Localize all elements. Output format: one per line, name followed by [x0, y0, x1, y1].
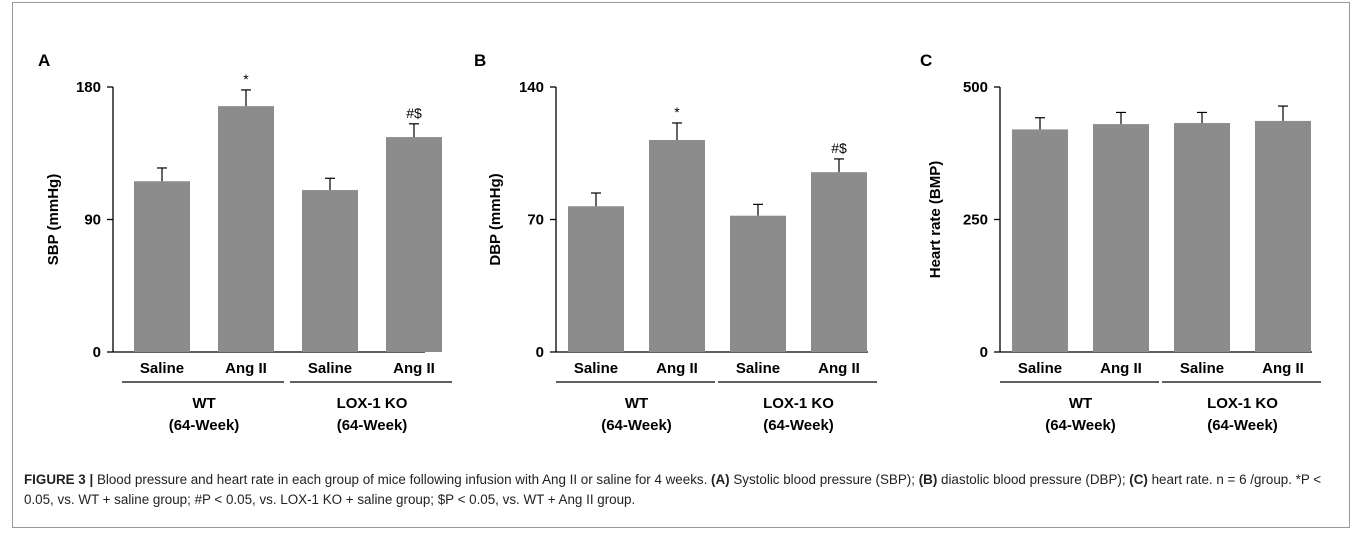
group-label-sub: (64-Week)	[601, 417, 672, 434]
group-label-sub: (64-Week)	[169, 417, 240, 434]
x-category-label: Saline	[736, 360, 780, 377]
significance-marker: *	[243, 71, 249, 87]
figure-caption: FIGURE 3 | Blood pressure and heart rate…	[24, 470, 1334, 510]
caption-part: (A)	[711, 472, 730, 487]
x-category-label: Ang II	[393, 360, 435, 377]
x-category-label: Ang II	[818, 360, 860, 377]
group-label-sub: (64-Week)	[1045, 417, 1116, 434]
x-category-label: Ang II	[1100, 360, 1142, 377]
x-category-label: Ang II	[1262, 360, 1304, 377]
bar	[1012, 129, 1068, 352]
y-axis-label: DBP (mmHg)	[487, 173, 504, 265]
bar	[811, 172, 867, 352]
bar	[134, 181, 190, 352]
caption-part: heart rate. n = 6 /group. *P < 0.05, vs.…	[24, 472, 1322, 507]
significance-marker: #$	[831, 140, 847, 156]
y-tick-label: 0	[536, 344, 544, 361]
x-category-label: Saline	[308, 360, 352, 377]
group-label-sub: (64-Week)	[1207, 417, 1278, 434]
x-category-label: Saline	[140, 360, 184, 377]
y-tick-label: 90	[84, 212, 101, 229]
caption-part: Blood pressure and heart rate in each gr…	[96, 472, 712, 487]
x-category-label: Saline	[1180, 360, 1224, 377]
y-tick-label: 0	[93, 344, 101, 361]
x-category-label: Saline	[1018, 360, 1062, 377]
caption-part: (B)	[918, 472, 938, 487]
bar	[218, 106, 274, 352]
bar	[386, 137, 442, 352]
y-axis-label: SBP (mmHg)	[45, 174, 62, 265]
caption-part: Systolic blood pressure (SBP);	[729, 472, 919, 487]
group-label-sub: (64-Week)	[337, 417, 408, 434]
group-label: WT	[625, 395, 648, 412]
bar	[1255, 120, 1311, 352]
bar	[302, 190, 358, 352]
significance-marker: *	[674, 104, 680, 120]
bar	[568, 206, 624, 352]
group-label: LOX-1 KO	[763, 395, 834, 412]
caption-part: diastolic blood pressure (DBP);	[937, 472, 1130, 487]
panel-letter: A	[38, 51, 50, 70]
caption-part: (C)	[1129, 472, 1148, 487]
bar	[649, 140, 705, 352]
y-tick-label: 250	[963, 212, 988, 229]
group-label-sub: (64-Week)	[763, 417, 834, 434]
bar	[1174, 123, 1230, 352]
x-category-label: Ang II	[656, 360, 698, 377]
y-tick-label: 0	[980, 344, 988, 361]
panel-letter: B	[474, 51, 486, 70]
caption-part: FIGURE 3 |	[24, 472, 97, 487]
panel-letter: C	[920, 51, 932, 70]
y-tick-label: 70	[527, 212, 544, 229]
bar	[730, 215, 786, 352]
y-tick-label: 180	[76, 79, 101, 96]
group-label: WT	[192, 395, 215, 412]
y-tick-label: 500	[963, 79, 988, 96]
group-label: LOX-1 KO	[337, 395, 408, 412]
significance-marker: #$	[406, 105, 422, 121]
y-tick-label: 140	[519, 79, 544, 96]
group-label: LOX-1 KO	[1207, 395, 1278, 412]
bar	[1093, 124, 1149, 352]
group-label: WT	[1069, 395, 1092, 412]
y-axis-label: Heart rate (BMP)	[927, 161, 944, 279]
x-category-label: Ang II	[225, 360, 267, 377]
bar-charts: A 0 90 180 SBP (mmHg) Saline * Ang II Saline #$ An…	[38, 51, 1321, 434]
x-category-label: Saline	[574, 360, 618, 377]
